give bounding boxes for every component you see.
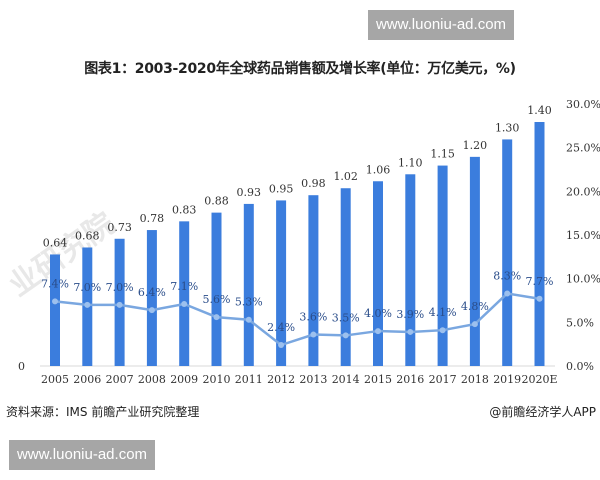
bar-value-label: 0.95 xyxy=(269,182,294,195)
growth-rate-marker xyxy=(536,295,543,302)
growth-rate-label: 7.1% xyxy=(170,280,198,293)
x-axis-tick: 2017 xyxy=(429,373,457,386)
x-axis-tick: 2014 xyxy=(332,373,360,386)
right-axis-tick: 10.0% xyxy=(566,273,600,286)
growth-rate-label: 7.0% xyxy=(73,281,101,294)
growth-rate-marker xyxy=(471,321,478,328)
bar-value-label: 1.15 xyxy=(430,148,455,161)
growth-rate-label: 8.3% xyxy=(493,270,521,283)
growth-rate-line xyxy=(54,292,540,347)
growth-rate-label: 2.4% xyxy=(267,321,295,334)
bar-value-label: 0.68 xyxy=(75,229,100,242)
right-axis-tick: 0.0% xyxy=(566,360,594,373)
bar-value-label: 1.20 xyxy=(463,139,488,152)
right-axis-tick: 15.0% xyxy=(566,229,600,242)
growth-rate-marker xyxy=(116,301,123,308)
bar-2016 xyxy=(405,174,416,366)
growth-rate-marker xyxy=(342,332,349,339)
watermark-top: www.luoniu-ad.com xyxy=(368,10,514,40)
x-axis-tick: 2011 xyxy=(235,373,263,386)
growth-rate-label: 5.6% xyxy=(203,293,231,306)
x-axis-tick: 2009 xyxy=(170,373,198,386)
x-axis-tick: 2019 xyxy=(493,373,521,386)
growth-rate-label: 3.9% xyxy=(396,308,424,321)
x-axis-tick: 2015 xyxy=(364,373,392,386)
bar-value-label: 0.88 xyxy=(204,195,229,208)
growth-rate-marker xyxy=(278,342,285,349)
x-axis-tick: 2005 xyxy=(41,373,69,386)
bar-value-label: 0.93 xyxy=(237,186,262,199)
bar-2020E xyxy=(534,122,545,366)
growth-rate-label: 7.4% xyxy=(41,277,69,290)
x-axis-tick: 2012 xyxy=(267,373,295,386)
bar-2005 xyxy=(50,254,60,366)
x-axis-tick: 2020E xyxy=(521,373,557,386)
growth-rate-marker xyxy=(213,314,220,321)
bar-2015 xyxy=(373,181,383,366)
growth-rate-marker xyxy=(245,316,252,323)
right-axis-tick: 30.0% xyxy=(566,98,600,111)
bar-value-label: 0.78 xyxy=(140,212,165,225)
growth-rate-label: 3.6% xyxy=(299,311,327,324)
bar-2011 xyxy=(243,203,254,366)
growth-rate-marker xyxy=(181,300,188,307)
bar-2010 xyxy=(211,212,222,366)
bar-2012 xyxy=(276,200,287,366)
bar-value-label: 1.10 xyxy=(398,156,423,169)
bar-value-label: 0.98 xyxy=(301,177,326,190)
growth-rate-marker xyxy=(52,298,58,305)
growth-rate-marker xyxy=(84,301,91,308)
growth-rate-marker xyxy=(504,290,511,297)
growth-rate-label: 4.8% xyxy=(461,300,489,313)
x-axis-tick: 2008 xyxy=(138,373,166,386)
x-axis-tick: 2010 xyxy=(203,373,231,386)
growth-rate-label: 4.1% xyxy=(429,306,457,319)
x-axis-tick: 2013 xyxy=(299,373,327,386)
bar-value-label: 1.30 xyxy=(495,121,520,134)
bar-2017 xyxy=(437,165,448,366)
bar-2013 xyxy=(308,195,319,366)
bar-value-label: 1.40 xyxy=(527,104,552,117)
left-axis-tick: 0 xyxy=(18,360,25,373)
source-note: 资料来源：IMS 前瞻产业研究院整理 xyxy=(6,405,200,419)
growth-rate-label: 7.7% xyxy=(526,275,554,288)
growth-rate-label: 6.4% xyxy=(138,286,166,299)
bar-value-label: 0.64 xyxy=(43,236,68,249)
growth-rate-marker xyxy=(439,327,446,334)
bar-value-label: 0.73 xyxy=(107,221,132,234)
right-axis-tick: 5.0% xyxy=(566,316,594,329)
bar-2008 xyxy=(146,230,157,366)
growth-rate-marker xyxy=(375,328,381,335)
growth-rate-label: 5.3% xyxy=(235,296,263,309)
right-axis-tick: 20.0% xyxy=(566,185,600,198)
chart-plot: 0 0.0% 5.0% 10.0% 15.0% 20.0% 25.0% 30.0% 0.64 20… xyxy=(18,98,600,386)
bar-2018 xyxy=(469,156,480,366)
growth-rate-label: 3.5% xyxy=(332,311,360,324)
bar-value-label: 1.02 xyxy=(333,170,358,183)
growth-rate-marker xyxy=(407,328,414,335)
x-axis-tick: 2006 xyxy=(73,373,101,386)
bar-value-label: 0.83 xyxy=(172,203,197,216)
growth-rate-marker xyxy=(310,331,317,338)
x-axis-tick: 2016 xyxy=(396,373,424,386)
chart-title: 图表1：2003-2020年全球药品销售额及增长率(单位：万亿美元，%) xyxy=(84,61,516,77)
growth-rate-label: 4.0% xyxy=(364,307,392,320)
bar-2019 xyxy=(502,139,513,366)
x-axis-tick: 2007 xyxy=(106,373,134,386)
watermark-bottom: www.luoniu-ad.com xyxy=(9,440,155,470)
bar-value-label: 1.06 xyxy=(366,163,391,176)
bar-2014 xyxy=(340,188,351,366)
right-axis-tick: 25.0% xyxy=(566,142,600,155)
bar-2009 xyxy=(179,221,190,366)
growth-rate-label: 7.0% xyxy=(106,281,134,294)
growth-rate-marker xyxy=(148,307,155,314)
x-axis-tick: 2018 xyxy=(461,373,489,386)
brand-credit: @前瞻经济学人APP xyxy=(489,405,596,419)
